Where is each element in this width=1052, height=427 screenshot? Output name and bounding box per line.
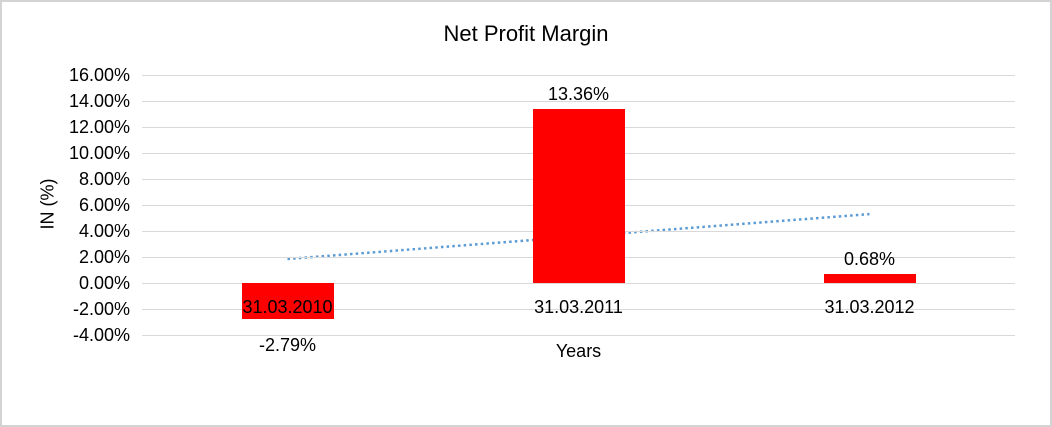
y-axis-tick-label: -4.00% [72, 325, 130, 345]
y-axis-tick-label: 14.00% [68, 91, 130, 111]
bar-value-label: -2.79% [258, 335, 317, 356]
gridline [142, 282, 1015, 284]
y-axis-tick-label: 6.00% [78, 195, 130, 215]
gridline [142, 74, 1015, 76]
bar-31.03.2012 [823, 274, 916, 283]
category-label: 31.03.2012 [824, 297, 915, 317]
y-axis-tick-label: 10.00% [68, 143, 130, 163]
y-axis-tick-label: 12.00% [68, 117, 130, 137]
y-axis-tick-label: 0.00% [78, 273, 130, 293]
gridline [142, 100, 1015, 102]
y-axis-tick-label: 4.00% [78, 221, 130, 241]
y-axis-tick-label: 2.00% [78, 247, 130, 267]
bar-31.03.2010 [241, 283, 334, 320]
category-label: 31.03.2010 [242, 297, 333, 317]
bar-31.03.2011 [532, 109, 625, 283]
category-label: 31.03.2011 [534, 297, 623, 317]
chart-title: Net Profit Margin [443, 21, 609, 46]
bar-value-label: 0.68% [843, 249, 896, 270]
gridline [142, 308, 1015, 310]
y-axis-tick-label: -2.00% [72, 299, 130, 319]
bar-value-label: 13.36% [547, 84, 610, 105]
y-axis-tick-label: 16.00% [68, 65, 130, 85]
x-axis-title: Years [555, 341, 602, 361]
gridline [142, 334, 1015, 336]
y-axis-tick-label: 8.00% [78, 169, 130, 189]
